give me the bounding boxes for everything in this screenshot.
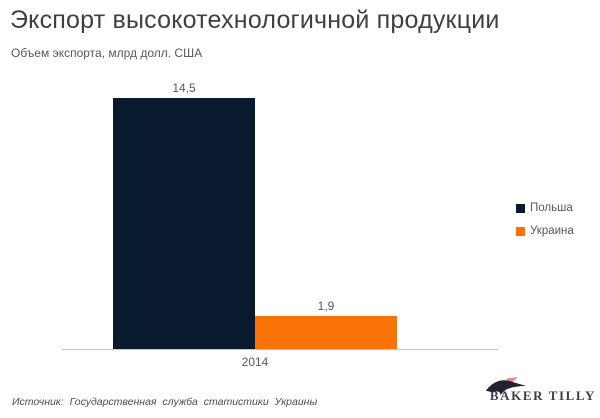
x-axis-tick-2014: 2014 [241,355,269,369]
chart-subtitle: Объем экспорта, млрд долл. США [11,46,203,60]
bar-poland: 14,5 [113,81,255,349]
legend-swatch-poland-icon [516,203,525,213]
legend: Польша Украина [516,202,574,248]
baker-tilly-bird-icon [485,376,527,396]
bar-value-ukraine: 1,9 [317,299,335,313]
legend-label-ukraine: Украина [530,225,574,237]
baker-tilly-wordmark: BAKER TILLY [489,388,596,403]
baker-tilly-logo: BAKER TILLY [482,372,596,410]
plot-area: 14,5 1,9 2014 [62,81,498,369]
legend-item-poland: Польша [516,202,574,214]
legend-label-poland: Польша [530,202,573,214]
chart-title: Экспорт высокотехнологичной продукции [10,6,500,34]
bar-value-poland: 14,5 [172,81,196,95]
legend-item-ukraine: Украина [516,225,574,237]
bar-ukraine: 1,9 [255,299,397,349]
source-note: Источник: Государственная служба статист… [12,396,318,408]
legend-swatch-ukraine-icon [516,226,525,236]
